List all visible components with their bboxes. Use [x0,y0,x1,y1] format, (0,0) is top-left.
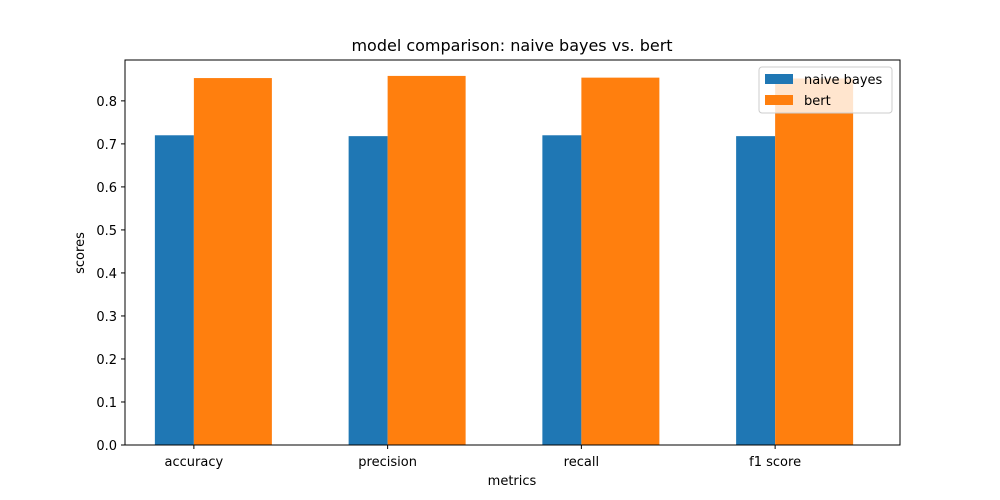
y-tick-label: 0.7 [96,138,117,153]
bar-naive-bayes [154,135,194,445]
bar-bert [581,77,660,445]
bar-naive-bayes [736,136,776,446]
x-tick-label: precision [358,455,417,470]
bar-naive-bayes [542,135,582,445]
x-axis-label: metrics [488,474,537,489]
x-tick-label: recall [564,455,599,470]
y-axis-label: scores [73,232,88,274]
legend: naive bayes bert [758,66,893,114]
bar-bert [775,78,854,446]
y-tick-label: 0.2 [96,353,117,368]
bar-bert [193,78,272,445]
y-tick-label: 0.5 [96,224,117,239]
y-tick-label: 0.6 [96,181,117,196]
chart-title: model comparison: naive bayes vs. bert [351,36,672,55]
y-tick-label: 0.0 [96,439,117,454]
x-tick-label: accuracy [165,455,224,470]
legend-label: bert [804,94,831,109]
plot-area: accuracy precision recall f1 score 0.0 0.1 0.2… [96,59,901,470]
y-tick-label: 0.8 [96,95,117,110]
bar-naive-bayes [348,136,388,446]
y-tick-label: 0.4 [96,267,117,282]
legend-swatch [765,74,793,84]
legend-label: naive bayes [804,73,883,88]
y-tick-label: 0.3 [96,310,117,325]
y-tick-label: 0.1 [96,396,117,411]
plot-frame [124,59,901,446]
x-tick-label: f1 score [749,455,801,470]
legend-swatch [765,95,793,105]
bar-bert [387,75,466,445]
